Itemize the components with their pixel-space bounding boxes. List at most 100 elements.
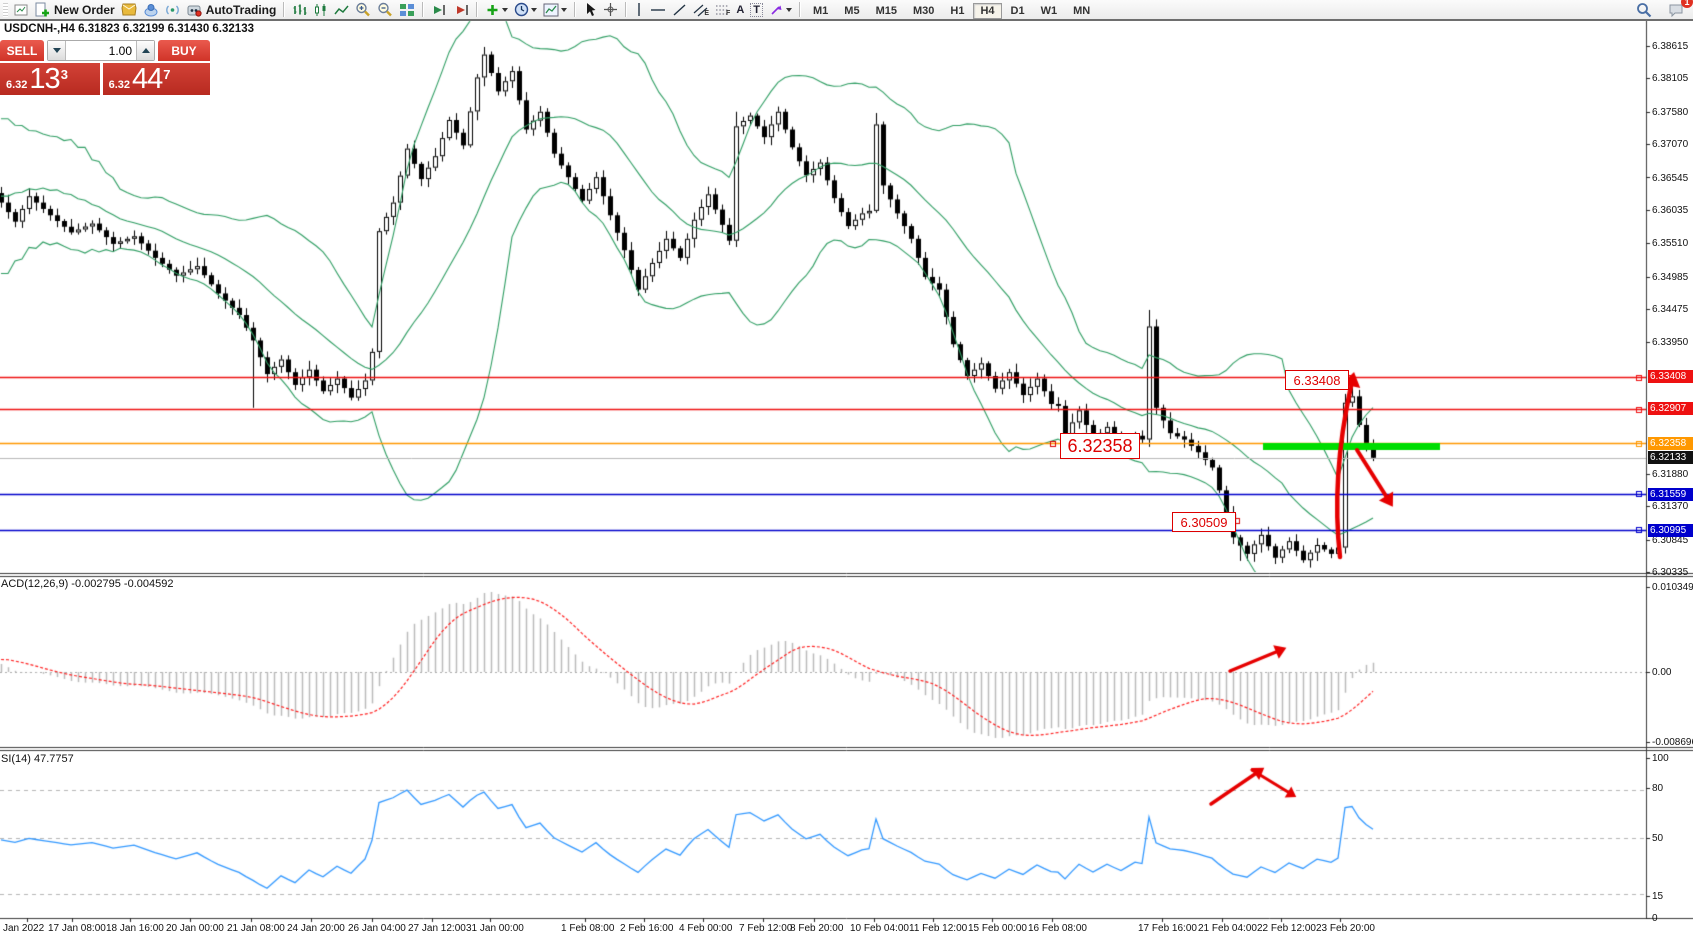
mail-icon[interactable] bbox=[118, 1, 140, 18]
rsi-axis-label: 0 bbox=[1652, 913, 1658, 924]
text-icon[interactable]: A bbox=[736, 3, 745, 16]
time-axis-label: 16 Feb 08:00 bbox=[1028, 923, 1087, 934]
channel-icon[interactable]: E bbox=[690, 1, 712, 18]
price-callout: 6.32358 bbox=[1060, 433, 1140, 459]
chart-window-icon[interactable] bbox=[11, 1, 31, 18]
timeframes-button[interactable] bbox=[511, 1, 540, 18]
price-axis-label: 6.35510 bbox=[1652, 238, 1689, 250]
auto-scroll-icon[interactable] bbox=[428, 1, 450, 18]
time-axis-label: 31 Jan 00:00 bbox=[466, 923, 524, 934]
time-axis-label: 24 Jan 20:00 bbox=[287, 923, 345, 934]
fibonacci-icon-letter: F bbox=[726, 9, 731, 17]
zoom-out-icon[interactable] bbox=[374, 1, 396, 18]
cursor-icon[interactable] bbox=[580, 1, 600, 18]
line-chart-icon[interactable] bbox=[331, 1, 352, 18]
timeframe-M15[interactable]: M15 bbox=[875, 4, 897, 17]
price-axis-label: 6.31880 bbox=[1652, 468, 1689, 480]
zoom-in-icon[interactable] bbox=[352, 1, 374, 18]
toolbar-separator bbox=[283, 2, 286, 17]
timeframe-H4[interactable]: H4 bbox=[973, 2, 1002, 19]
time-axis-label: 26 Jan 04:00 bbox=[348, 923, 406, 934]
vertical-line-icon[interactable] bbox=[631, 1, 647, 18]
time-axis-label: 8 Feb 20:00 bbox=[790, 923, 844, 934]
templates-dropdown-caret[interactable] bbox=[561, 7, 568, 12]
toolbar-grip[interactable] bbox=[3, 2, 8, 17]
arrows-dropdown-caret[interactable] bbox=[786, 7, 792, 12]
toolbar-separator bbox=[799, 2, 801, 17]
price-axis-label: 6.34985 bbox=[1652, 271, 1689, 283]
indicators-dropdown-caret[interactable] bbox=[502, 7, 509, 12]
timeframe-D1[interactable]: D1 bbox=[1010, 4, 1025, 17]
time-axis-label: 27 Jan 12:00 bbox=[408, 923, 466, 934]
arrows-button[interactable] bbox=[766, 1, 795, 18]
timeframe-M5[interactable]: M5 bbox=[844, 4, 860, 17]
search-icon[interactable] bbox=[1633, 1, 1655, 18]
timeframes-dropdown-caret[interactable] bbox=[531, 7, 538, 12]
time-axis-label: Jan 2022 bbox=[3, 923, 45, 934]
rsi-axis-label: 80 bbox=[1652, 783, 1664, 794]
time-axis-label: 11 Feb 12:00 bbox=[909, 923, 968, 934]
volume-input[interactable] bbox=[66, 41, 136, 60]
timeframe-W1[interactable]: W1 bbox=[1040, 4, 1058, 17]
price-level-badge: 6.33408 bbox=[1648, 370, 1693, 384]
price-level-badge: 6.31559 bbox=[1648, 487, 1693, 501]
buy-button[interactable]: BUY bbox=[158, 40, 210, 61]
timeframe-H1[interactable]: H1 bbox=[950, 4, 965, 17]
templates-button[interactable] bbox=[540, 1, 570, 18]
fibonacci-icon[interactable]: F bbox=[712, 1, 733, 18]
signal-icon[interactable] bbox=[162, 1, 183, 18]
price-level-badge: 6.32907 bbox=[1648, 402, 1693, 416]
price-axis-label: 6.31370 bbox=[1652, 501, 1689, 513]
chart-shift-icon[interactable] bbox=[450, 1, 472, 18]
rsi-axis-label: 100 bbox=[1652, 753, 1669, 764]
profile-icon[interactable] bbox=[140, 1, 162, 18]
buy-price-small: 6.32 bbox=[108, 79, 131, 91]
candlestick-chart-icon[interactable] bbox=[310, 1, 331, 18]
rsi-axis-label: 15 bbox=[1652, 891, 1664, 902]
time-axis-label: 22 Feb 12:00 bbox=[1257, 923, 1316, 934]
autotrading-label: AutoTrading bbox=[205, 2, 277, 17]
toolbar-separator bbox=[625, 2, 628, 17]
time-axis-label: 2 Feb 16:00 bbox=[620, 923, 674, 934]
new-order-button[interactable]: New Order bbox=[31, 1, 118, 18]
price-axis-label: 6.37070 bbox=[1652, 139, 1689, 151]
volume-spinner bbox=[47, 40, 155, 61]
price-axis-label: 6.30335 bbox=[1652, 567, 1689, 578]
time-axis-label: 17 Feb 16:00 bbox=[1138, 923, 1197, 934]
toolbar-separator bbox=[574, 2, 577, 17]
sell-button[interactable]: SELL bbox=[0, 40, 44, 61]
toolbar-separator bbox=[476, 2, 479, 17]
sell-quote[interactable]: 6.32 13 3 bbox=[0, 63, 100, 95]
one-click-trading-panel: SELL BUY 6.32 13 3 6.32 44 7 bbox=[0, 40, 210, 95]
bar-chart-icon[interactable] bbox=[289, 1, 310, 18]
notifications-button[interactable]: 1 bbox=[1665, 0, 1693, 18]
time-axis-label: 21 Feb 04:00 bbox=[1198, 923, 1257, 934]
toolbar: New Order AutoTrading bbox=[0, 0, 1693, 21]
text-label-icon[interactable]: T bbox=[747, 1, 766, 18]
indicators-button[interactable] bbox=[482, 1, 511, 18]
tile-windows-icon[interactable] bbox=[396, 1, 418, 18]
timeframe-M1[interactable]: M1 bbox=[813, 4, 829, 17]
sell-price-small: 6.32 bbox=[6, 79, 28, 91]
timeframe-MN[interactable]: MN bbox=[1073, 4, 1091, 17]
time-axis-label: 20 Jan 00:00 bbox=[166, 923, 224, 934]
price-axis-label: 6.30845 bbox=[1652, 534, 1689, 546]
macd-axis-label: 0.00 bbox=[1652, 667, 1672, 678]
buy-price-sup: 7 bbox=[163, 67, 171, 82]
volume-increase-button[interactable] bbox=[136, 41, 154, 60]
channel-icon-letter: E bbox=[704, 9, 710, 17]
new-order-icon bbox=[35, 2, 49, 16]
timeframe-M30[interactable]: M30 bbox=[912, 4, 935, 17]
autotrading-button[interactable]: AutoTrading bbox=[183, 1, 280, 18]
price-callout: 6.30509 bbox=[1172, 512, 1236, 532]
horizontal-line-icon[interactable] bbox=[647, 1, 669, 18]
crosshair-icon[interactable] bbox=[600, 1, 621, 18]
price-level-badge: 6.30995 bbox=[1648, 523, 1693, 537]
up-arrow-icon bbox=[141, 48, 150, 53]
clock-icon bbox=[515, 2, 529, 17]
buy-quote[interactable]: 6.32 44 7 bbox=[102, 63, 210, 95]
trendline-icon[interactable] bbox=[669, 1, 690, 18]
time-axis-label: 21 Jan 08:00 bbox=[227, 923, 285, 934]
volume-decrease-button[interactable] bbox=[48, 41, 66, 60]
